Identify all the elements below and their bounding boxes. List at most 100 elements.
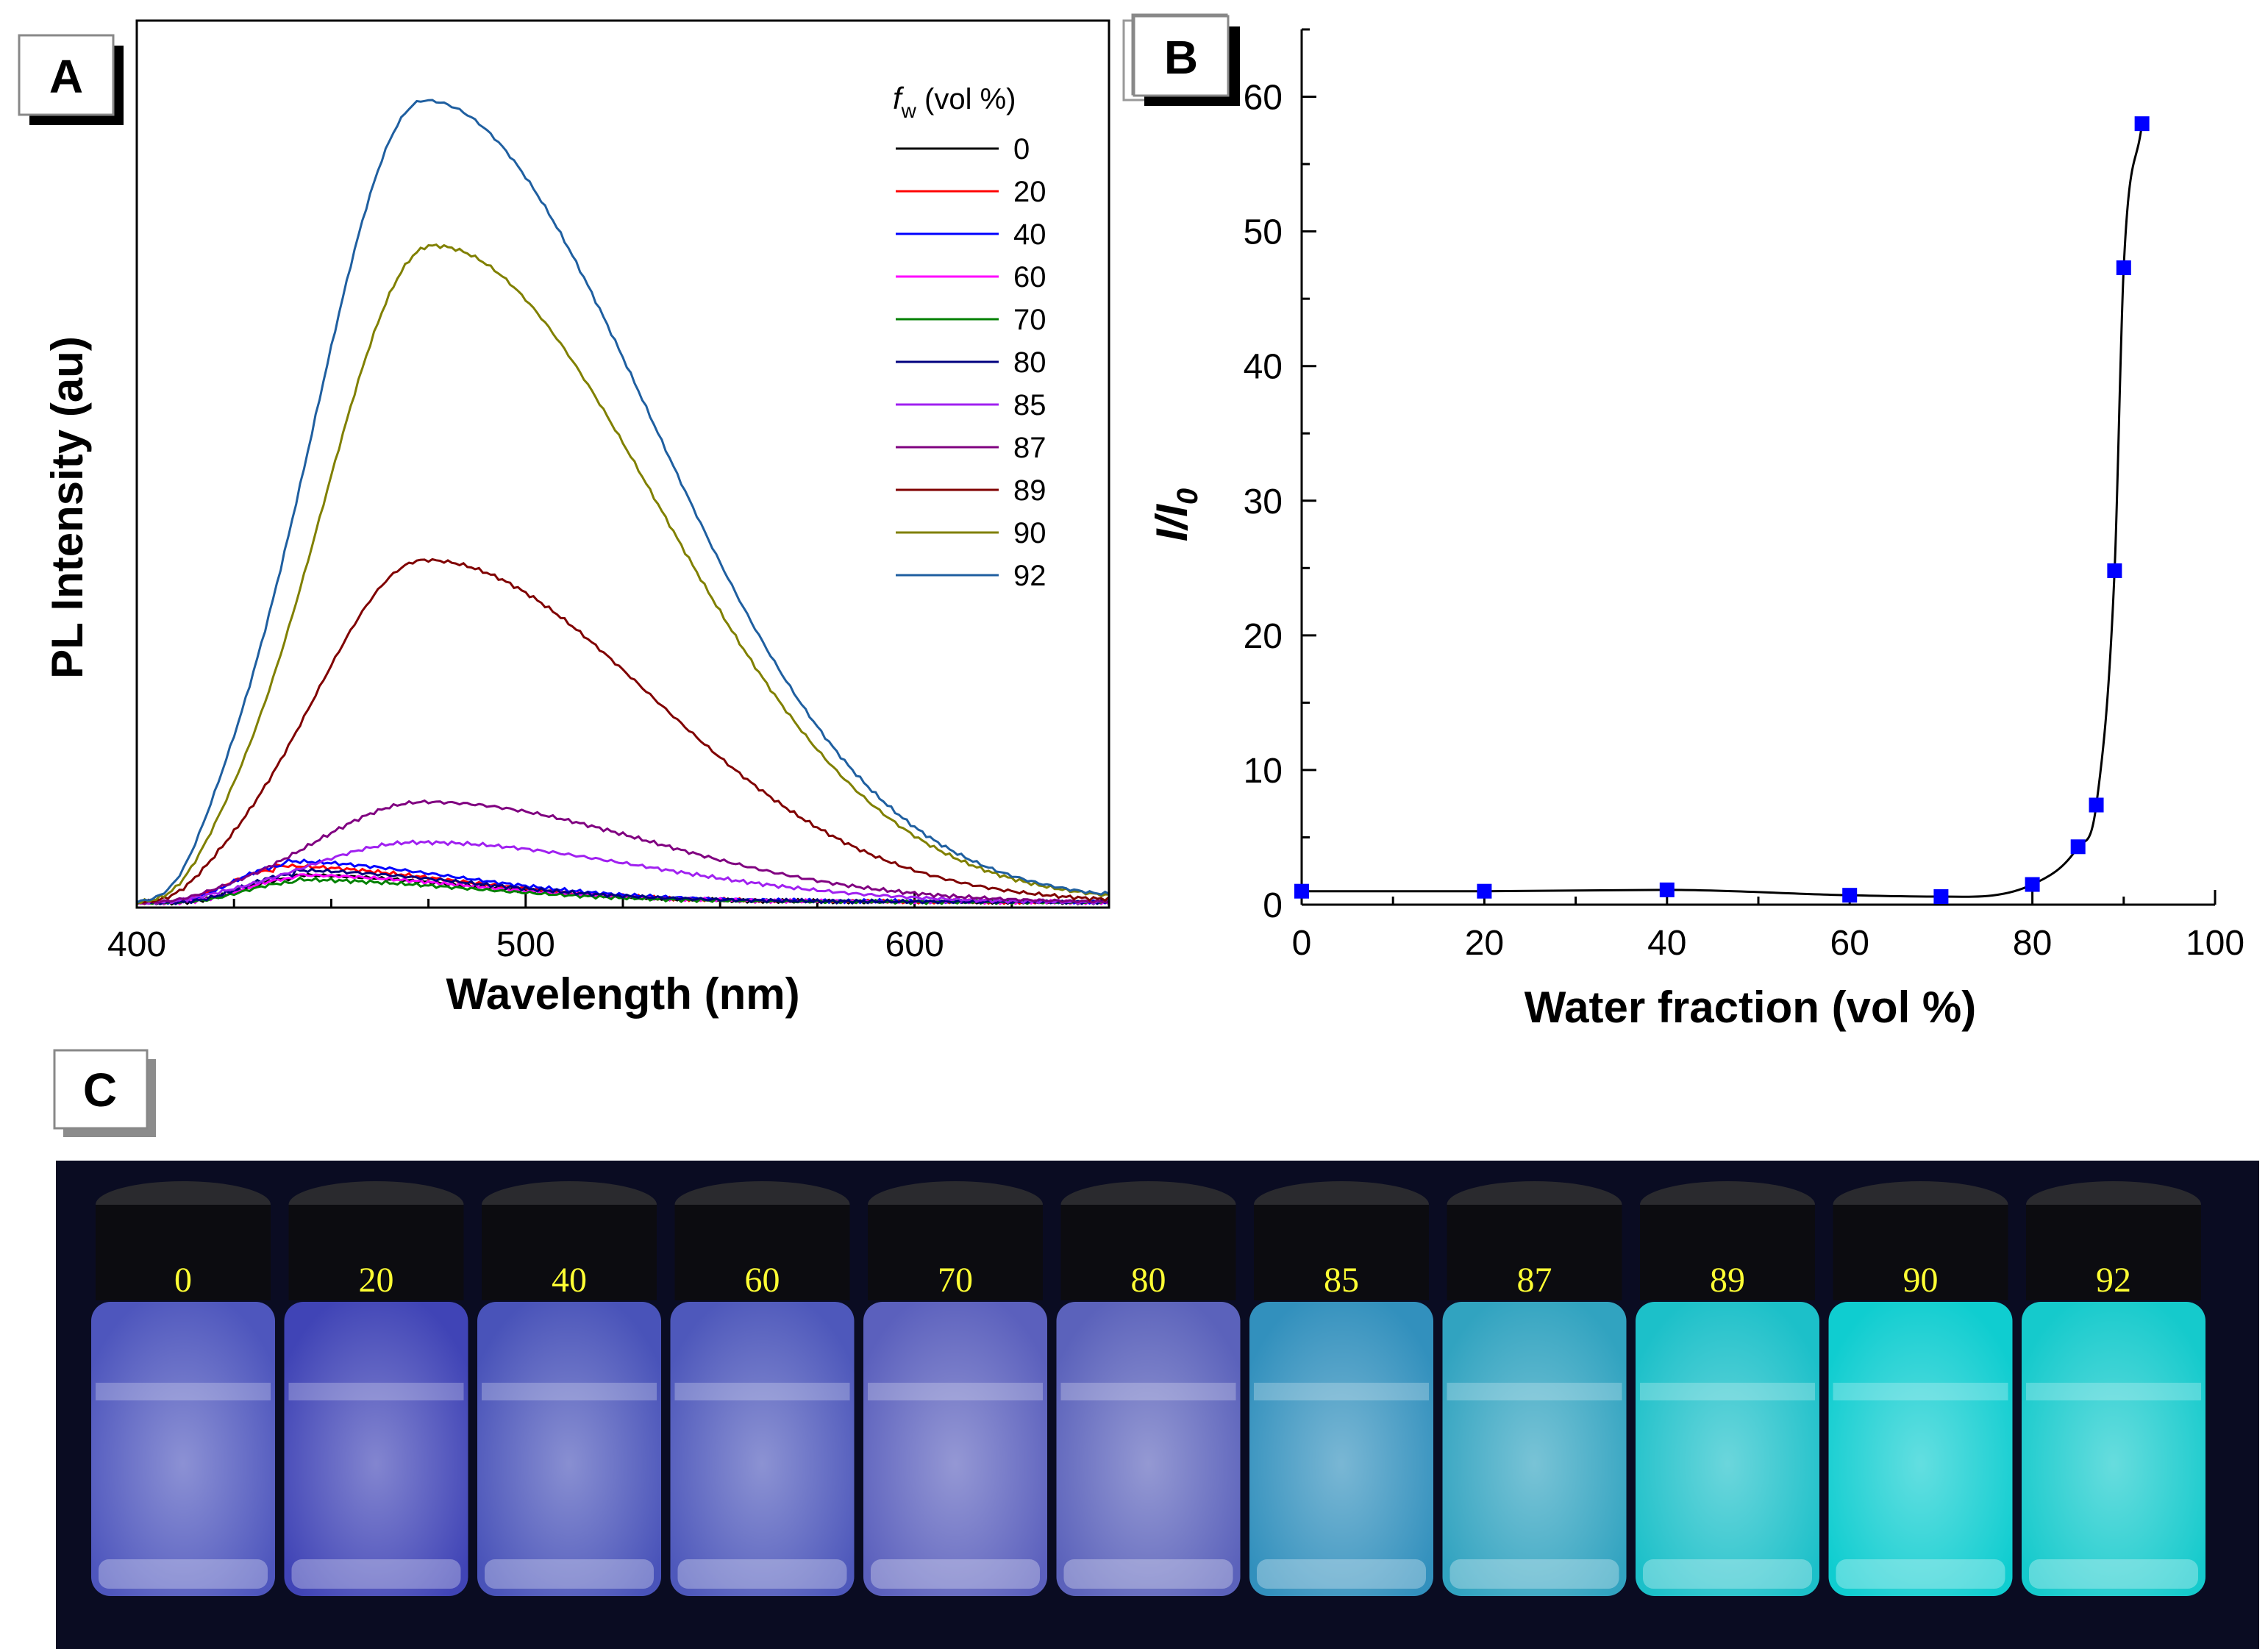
legend-label-85: 85	[1013, 389, 1046, 421]
panel-a-label: A	[49, 50, 83, 103]
vial-cap	[2026, 1205, 2201, 1300]
chart-b-y-tick-label: 40	[1244, 348, 1283, 387]
legend-title: fw (vol %)	[893, 81, 1016, 122]
vial-80: 80	[1056, 1181, 1241, 1596]
panel-c-label: C	[83, 1064, 117, 1116]
legend-label-90: 90	[1013, 517, 1046, 549]
chart-b-y-tick-label: 60	[1244, 79, 1283, 118]
panel-c-label-box: C	[53, 1049, 156, 1137]
data-point	[1842, 888, 1858, 903]
vial-label: 87	[1517, 1261, 1552, 1300]
vial-label: 20	[359, 1261, 394, 1300]
vial-label: 70	[938, 1261, 973, 1300]
vial-label: 92	[2096, 1261, 2131, 1300]
vial-cap	[1254, 1205, 1429, 1300]
vial-label: 85	[1324, 1261, 1359, 1300]
vial-photo: 0 20 40 60 70 80 85 87 89 90 92	[91, 1181, 2205, 1596]
legend-label-92: 92	[1013, 560, 1046, 592]
legend-label-70: 70	[1013, 304, 1046, 336]
vial-89: 89	[1636, 1181, 1819, 1596]
chart-a-x-tick-label: 600	[885, 925, 944, 964]
chart-a-xlabel: Wavelength (nm)	[446, 969, 799, 1019]
chart-b-y-tick-label: 0	[1263, 886, 1283, 925]
series-line-90	[136, 243, 1110, 905]
vial-label: 80	[1131, 1261, 1166, 1300]
vial-label: 89	[1710, 1261, 1745, 1300]
vial-cap	[482, 1205, 657, 1300]
vial-highlight	[2022, 1302, 2205, 1596]
panel-b: B 0 20 40 60 80 100 0 10 20 30 40 50 60 Water fracti…	[1122, 13, 2244, 1032]
vial-highlight	[1056, 1302, 1241, 1596]
data-point	[1294, 883, 1309, 899]
chart-a: 400 500 600	[107, 99, 1110, 964]
vial-cap	[674, 1205, 850, 1300]
vial-cap	[96, 1205, 271, 1300]
panel-a-label-box: A	[18, 34, 124, 125]
vial-60: 60	[670, 1181, 855, 1596]
chart-b-x-tick-label: 20	[1465, 924, 1504, 963]
vial-85: 85	[1249, 1181, 1433, 1596]
chart-b: 0 20 40 60 80 100 0 10 20 30 40 50 60	[1244, 28, 2244, 963]
series-line-85	[136, 839, 1110, 905]
vial-label: 90	[1903, 1261, 1939, 1300]
vial-highlight	[1442, 1302, 1627, 1596]
chart-b-x-tick-label: 0	[1292, 924, 1312, 963]
vial-cap	[1833, 1205, 2008, 1300]
chart-a-x-tick-label: 400	[107, 925, 166, 964]
chart-a-frame	[135, 19, 1110, 909]
legend-label-0: 0	[1013, 133, 1030, 165]
panel-c: C 0 20 40 60 70 80 85 87 89 90 92	[53, 1049, 2259, 1649]
vial-highlight	[91, 1302, 275, 1596]
data-point	[1933, 889, 1949, 905]
vial-base	[1063, 1559, 1233, 1589]
vial-highlight	[477, 1302, 661, 1596]
data-point	[1659, 882, 1675, 897]
vial-highlight	[284, 1302, 468, 1596]
chart-b-y-tick-label: 20	[1244, 617, 1283, 656]
vial-highlight	[670, 1302, 855, 1596]
vial-base	[1836, 1559, 2005, 1589]
panel-a: A 400 500 600 Wavelength (nm) PL Intensity…	[18, 19, 1110, 1019]
vial-label: 60	[745, 1261, 780, 1300]
chart-b-y-tick-label: 10	[1244, 752, 1283, 791]
data-point	[2089, 797, 2104, 813]
vial-base	[99, 1559, 268, 1589]
vial-base	[1449, 1559, 1619, 1589]
legend-label-20: 20	[1013, 176, 1046, 208]
vial-92: 92	[2022, 1181, 2205, 1596]
series-line-89	[136, 558, 1110, 905]
chart-a-ylabel: PL Intensity (au)	[43, 336, 92, 679]
data-point	[2116, 260, 2131, 276]
chart-b-xlabel: Water fraction (vol %)	[1525, 983, 1977, 1032]
chart-b-x-tick-label: 80	[2013, 924, 2052, 963]
panel-b-label: B	[1164, 31, 1198, 84]
chart-a-legend: fw (vol %) 0 20 40 60 70 80 85 87 89 90 92	[893, 81, 1046, 592]
legend-label-87: 87	[1013, 432, 1046, 464]
vial-87: 87	[1442, 1181, 1627, 1596]
vial-base	[1257, 1559, 1426, 1589]
vial-70: 70	[863, 1181, 1047, 1596]
vial-base	[2029, 1559, 2198, 1589]
data-point	[2107, 563, 2122, 578]
vial-0: 0	[91, 1181, 275, 1596]
vial-cap	[1060, 1205, 1236, 1300]
fit-line	[1302, 123, 2144, 898]
vial-cap	[868, 1205, 1043, 1300]
vial-base	[871, 1559, 1040, 1589]
vial-base	[485, 1559, 654, 1589]
chart-a-x-tick-label: 500	[496, 925, 555, 964]
legend-label-80: 80	[1013, 346, 1046, 379]
vial-20: 20	[284, 1181, 468, 1596]
series-line-92	[136, 99, 1110, 904]
vial-highlight	[1828, 1302, 2013, 1596]
vial-label: 40	[552, 1261, 587, 1300]
chart-b-x-tick-label: 60	[1830, 924, 1869, 963]
vial-label: 0	[174, 1261, 192, 1300]
chart-b-ylabel: I/I0	[1147, 488, 1204, 541]
legend-label-40: 40	[1013, 218, 1046, 251]
vial-highlight	[863, 1302, 1047, 1596]
vial-40: 40	[477, 1181, 661, 1596]
chart-b-y-tick-label: 50	[1244, 213, 1283, 252]
vial-highlight	[1249, 1302, 1433, 1596]
